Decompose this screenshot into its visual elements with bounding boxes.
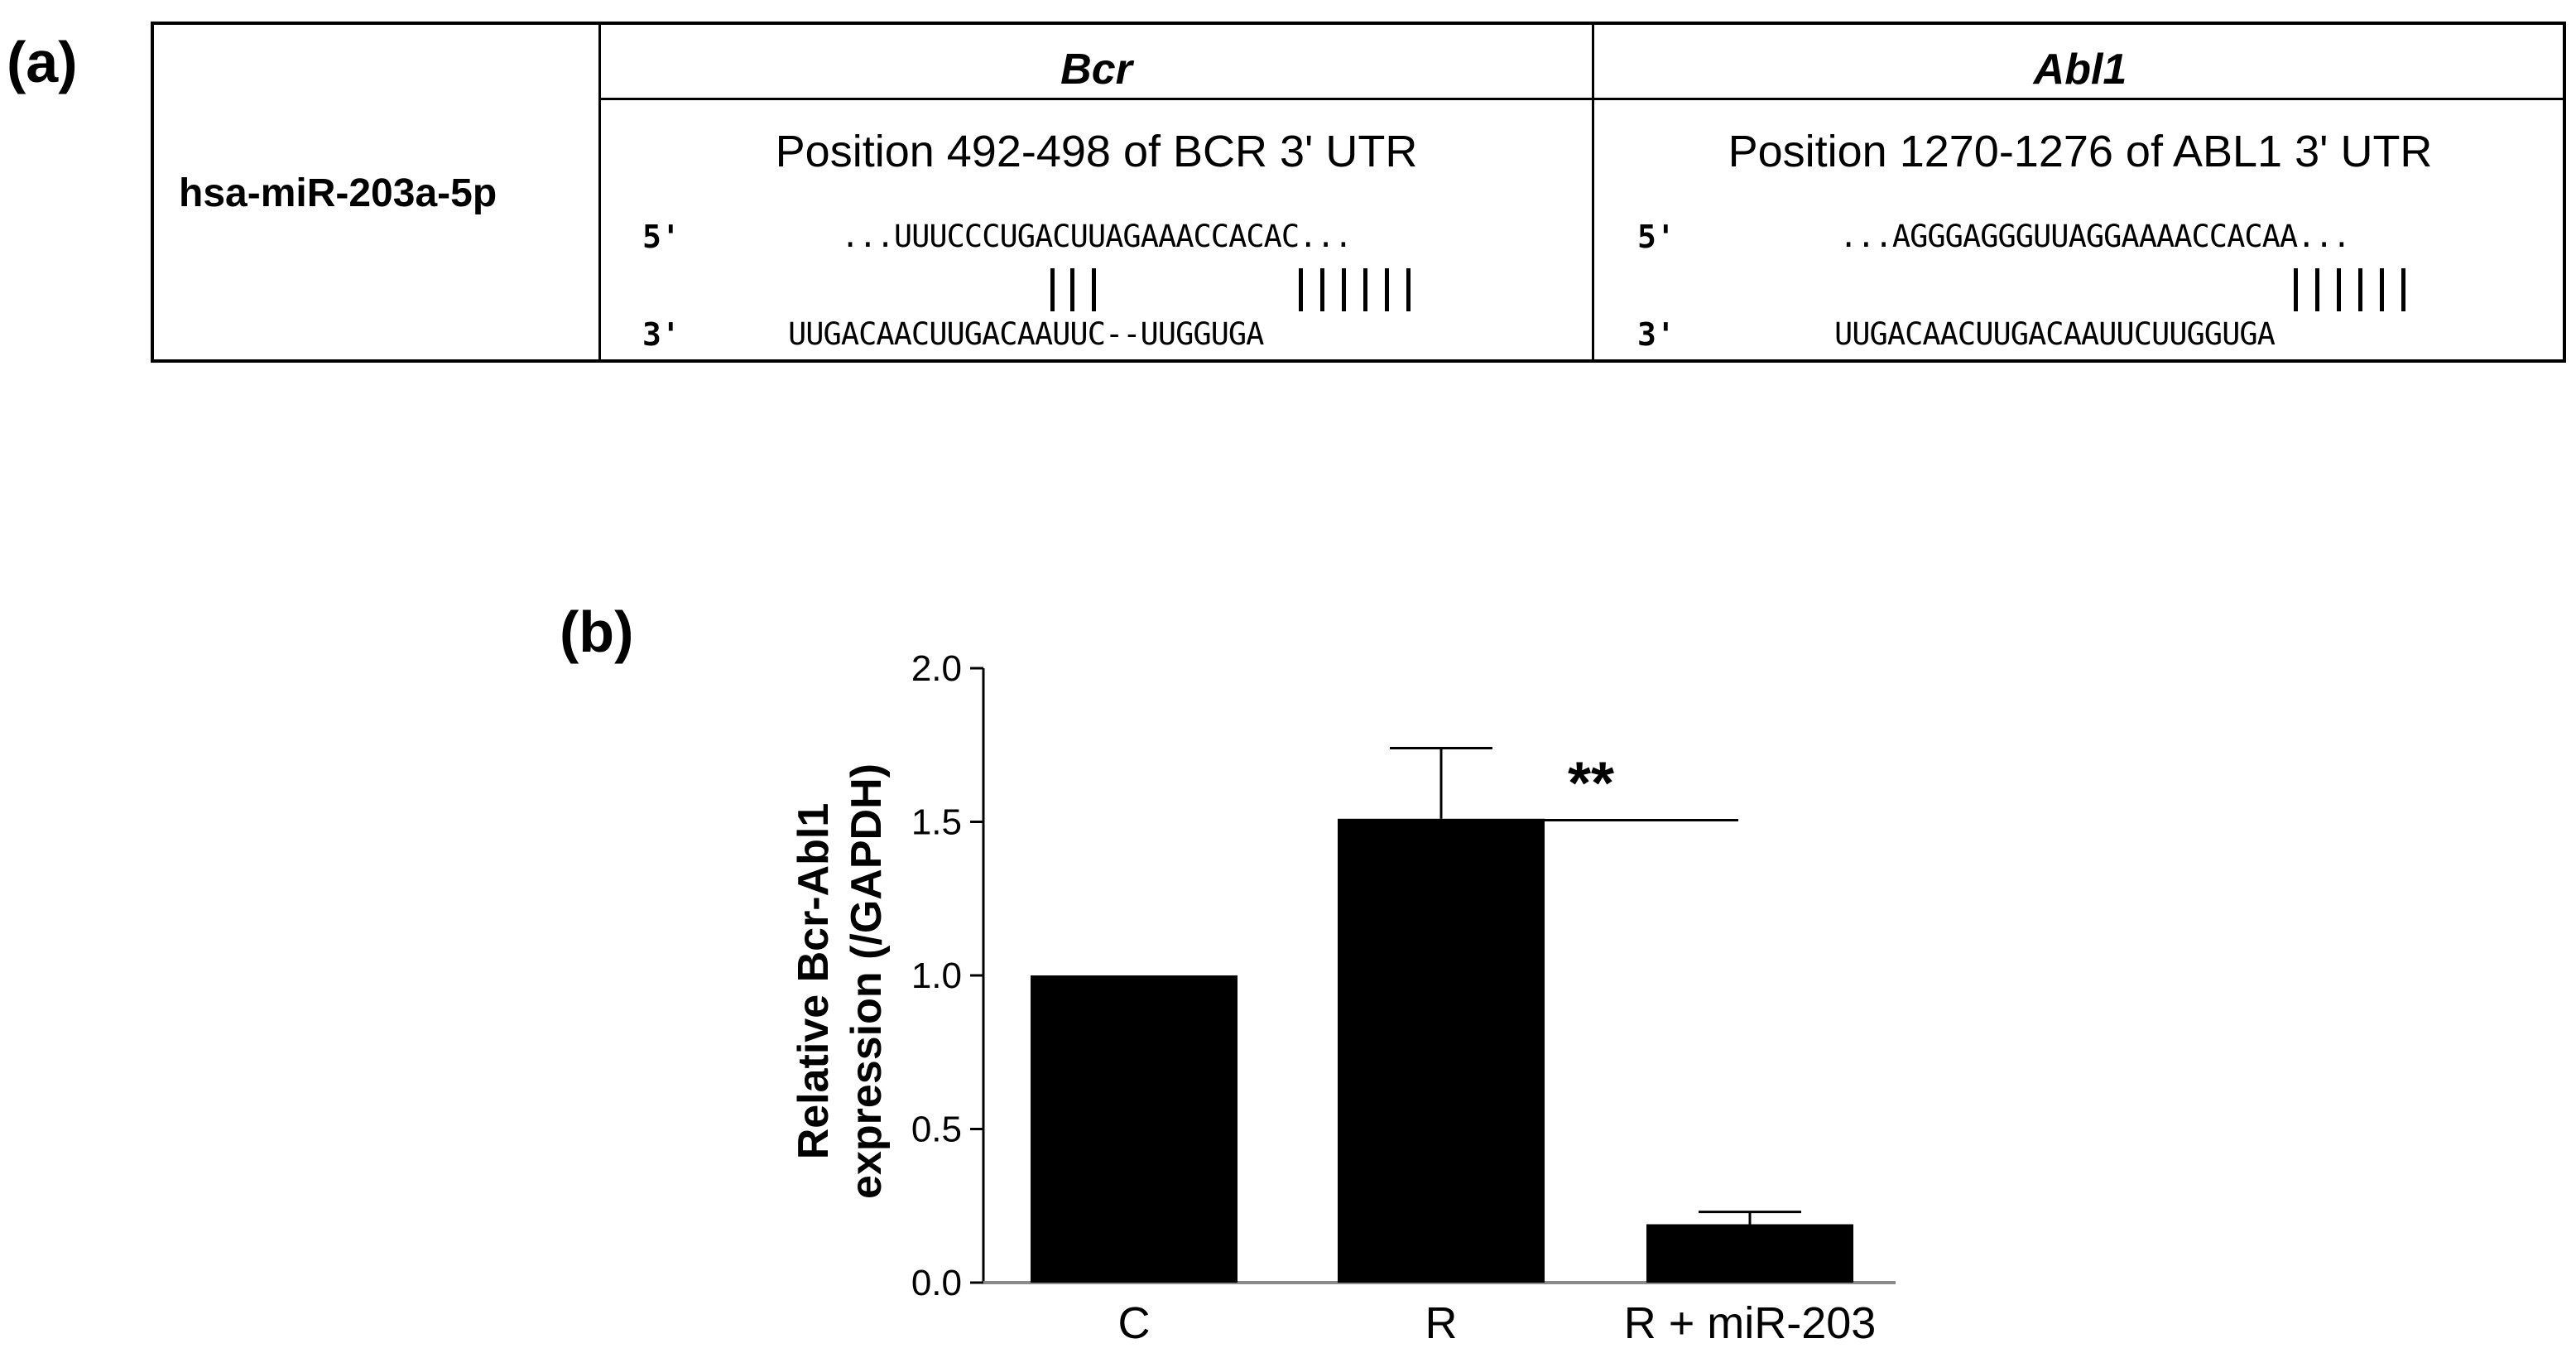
category-label: C bbox=[1118, 1298, 1151, 1348]
mirna-sequence-abl1: UUGACAACUUGACAAUUCUUGGUGA bbox=[1834, 316, 2276, 352]
category-label: R + miR-203 bbox=[1624, 1298, 1877, 1348]
y-tick-label: 0.0 bbox=[911, 1263, 962, 1303]
y-axis-title: Relative Bcr-Abl1 expression (/GAPDH) bbox=[790, 763, 891, 1199]
bar bbox=[1338, 818, 1545, 1283]
five-prime-label-bcr: 5' bbox=[642, 219, 680, 255]
table-divider bbox=[598, 98, 2563, 100]
svg-text:Relative Bcr-Abl1: Relative Bcr-Abl1 bbox=[790, 803, 838, 1160]
bar bbox=[1031, 975, 1238, 1283]
five-prime-label-abl1: 5' bbox=[1637, 219, 1675, 255]
significance-stars: ** bbox=[1568, 751, 1614, 817]
category-label: R bbox=[1425, 1298, 1458, 1348]
table-divider bbox=[1592, 25, 1594, 359]
y-tick-label: 1.0 bbox=[911, 956, 962, 996]
mirna-name: hsa-miR-203a-5p bbox=[179, 171, 497, 215]
three-prime-label-bcr: 3' bbox=[642, 316, 680, 353]
target-sequence-bcr: ...UUUCCCUGACUUAGAAACCACAC... bbox=[841, 219, 1353, 254]
gene-header-abl1: Abl1 bbox=[2033, 46, 2127, 94]
svg-text:expression (/GAPDH): expression (/GAPDH) bbox=[843, 763, 891, 1199]
mirna-sequence-bcr: UUGACAACUUGACAAUUC--UUGGUGA bbox=[788, 316, 1264, 352]
panel-label-b: (b) bbox=[560, 599, 634, 664]
table-divider bbox=[598, 25, 601, 359]
sequence-alignment-table: hsa-miR-203a-5p Bcr Position 492-498 of … bbox=[151, 22, 2566, 363]
y-tick-label: 2.0 bbox=[911, 648, 962, 689]
y-tick-label: 1.5 bbox=[911, 802, 962, 843]
three-prime-label-abl1: 3' bbox=[1637, 316, 1675, 353]
y-tick-label: 0.5 bbox=[911, 1110, 962, 1150]
panel-label-a: (a) bbox=[7, 30, 78, 94]
gene-header-bcr: Bcr bbox=[1060, 46, 1132, 94]
position-text-bcr: Position 492-498 of BCR 3' UTR bbox=[775, 127, 1418, 176]
bar bbox=[1646, 1224, 1853, 1283]
target-sequence-abl1: ...AGGGAGGGUUAGGAAAACCACAA... bbox=[1839, 219, 2351, 254]
position-text-abl1: Position 1270-1276 of ABL1 3' UTR bbox=[1728, 127, 2433, 176]
